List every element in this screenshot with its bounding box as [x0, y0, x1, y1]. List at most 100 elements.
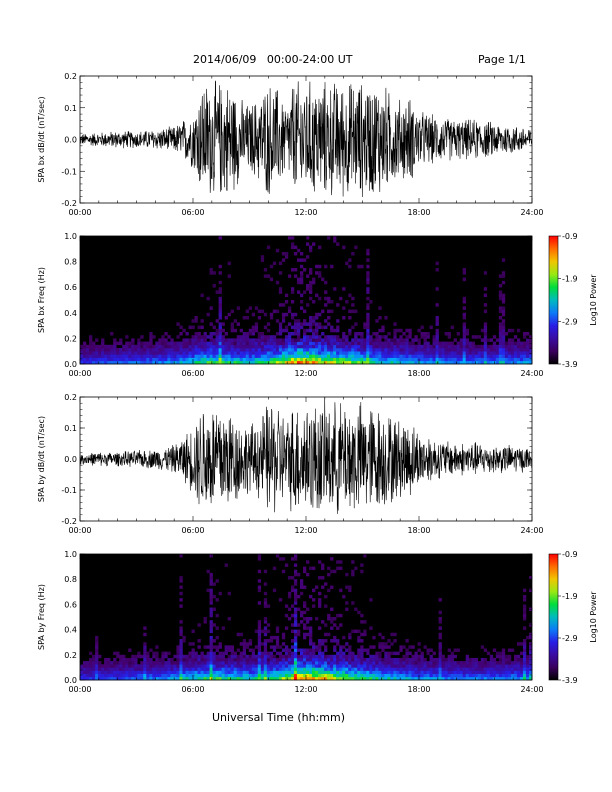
- spectrogram-cell: [191, 670, 195, 674]
- spectrogram-cell: [251, 332, 256, 336]
- spectrogram-cell: [149, 341, 153, 346]
- spectrogram-cell: [330, 348, 334, 352]
- spectrogram-cell: [378, 673, 382, 678]
- spectrogram-cell: [284, 613, 289, 618]
- spectrogram-cell: [209, 639, 213, 643]
- spectrogram-cell: [239, 328, 244, 333]
- spectrogram-cell: [462, 351, 466, 355]
- spectrogram-cell: [426, 673, 430, 678]
- spectrogram-cell: [495, 667, 500, 671]
- spectrogram-cell: [245, 670, 250, 674]
- spectrogram-cell: [293, 598, 298, 602]
- colorbar-label: Log10 Power: [589, 591, 598, 643]
- spectrogram-cell: [318, 344, 322, 349]
- spectrogram-cell: [447, 648, 451, 652]
- spectrogram-cell: [441, 357, 445, 362]
- spectrogram-cell: [414, 657, 418, 662]
- spectrogram-cell: [435, 303, 439, 307]
- spectrogram-cell: [257, 623, 262, 627]
- spectrogram-cell: [302, 341, 307, 346]
- spectrogram-cell: [251, 648, 256, 652]
- spectrogram-cell: [480, 351, 485, 355]
- spectrogram-cell: [429, 351, 433, 355]
- spectrogram-cell: [465, 664, 470, 668]
- spectrogram-cell: [312, 648, 316, 652]
- spectrogram-cell: [224, 645, 228, 649]
- spectrogram-cell: [212, 354, 216, 358]
- spectrogram-cell: [525, 654, 530, 659]
- spectrogram-cell: [92, 654, 96, 659]
- spectrogram-cell: [387, 351, 391, 355]
- spectrogram-cell: [339, 673, 343, 678]
- panel-3: 00:00 06:00 12:00 18:00 24:00-0.2-0.10.00.10…: [37, 393, 544, 535]
- spectrogram-cell: [342, 341, 346, 346]
- spectrogram-cell: [191, 335, 195, 339]
- spectrogram-cell: [128, 357, 132, 362]
- spectrogram-cell: [402, 357, 406, 362]
- spectrogram-cell: [137, 341, 141, 346]
- x-tick-label: 18:00: [407, 208, 430, 217]
- spectrogram-cell: [507, 328, 512, 333]
- spectrogram-cell: [501, 351, 506, 355]
- spectrogram-cell: [149, 670, 153, 674]
- spectrogram-cell: [429, 664, 433, 668]
- spectrogram-cell: [513, 673, 518, 678]
- spectrogram-cell: [351, 351, 355, 355]
- spectrogram-cell: [218, 290, 222, 294]
- spectrogram-cell: [423, 657, 427, 662]
- spectrogram-cell: [363, 648, 367, 652]
- spectrogram-cell: [257, 569, 262, 574]
- spectrogram-cell: [80, 664, 84, 668]
- spectrogram-cell: [236, 648, 240, 652]
- spectrogram-cell: [254, 629, 259, 634]
- spectrogram-cell: [266, 344, 271, 349]
- spectrogram-cell: [342, 344, 346, 349]
- spectrogram-cell: [119, 673, 123, 678]
- spectrogram-cell: [215, 335, 219, 339]
- spectrogram-cell: [465, 657, 470, 662]
- spectrogram-cell: [498, 341, 503, 346]
- spectrogram-cell: [143, 651, 147, 656]
- spectrogram-cell: [212, 676, 216, 681]
- spectrogram-cell: [191, 325, 195, 330]
- spectrogram-cell: [522, 332, 527, 336]
- spectrogram-cell: [173, 661, 177, 665]
- spectrogram-cell: [318, 348, 322, 352]
- spectrogram-cell: [302, 348, 307, 352]
- colorbar-tick-label: -3.9: [562, 360, 578, 369]
- spectrogram-cell: [342, 287, 346, 291]
- spectrogram-cell: [251, 661, 256, 665]
- spectrogram-cell: [287, 348, 292, 352]
- spectrogram-cell: [209, 335, 213, 339]
- spectrogram-cell: [239, 670, 244, 674]
- spectrogram-cell: [507, 648, 512, 652]
- spectrogram-cell: [191, 338, 195, 342]
- spectrogram-cell: [215, 667, 219, 671]
- spectrogram-cell: [179, 332, 183, 336]
- spectrogram-cell: [293, 579, 298, 583]
- spectrogram-cell: [432, 670, 436, 674]
- spectrogram-cell: [354, 341, 358, 346]
- spectrogram-cell: [290, 557, 295, 561]
- spectrogram-cell: [278, 670, 283, 674]
- spectrogram-cell: [399, 360, 403, 365]
- spectrogram-cell: [528, 588, 533, 593]
- spectrogram-cell: [330, 654, 334, 659]
- spectrogram-cell: [218, 673, 222, 678]
- spectrogram-cell: [83, 341, 87, 346]
- spectrogram-cell: [360, 360, 364, 365]
- page-title: 2014/06/09 00:00-24:00 UT: [193, 53, 353, 66]
- spectrogram-cell: [278, 645, 283, 649]
- spectrogram-cell: [324, 594, 328, 599]
- spectrogram-cell: [426, 357, 430, 362]
- spectrogram-cell: [309, 354, 313, 358]
- spectrogram-cell: [257, 620, 262, 624]
- spectrogram-cell: [420, 654, 424, 659]
- spectrogram-cell: [363, 629, 367, 634]
- spectrogram-cell: [354, 354, 358, 358]
- spectrogram-cell: [203, 654, 207, 659]
- spectrogram-cell: [293, 661, 298, 665]
- spectrogram-cell: [318, 296, 322, 301]
- spectrogram-cell: [224, 360, 228, 365]
- spectrogram-cell: [233, 667, 237, 671]
